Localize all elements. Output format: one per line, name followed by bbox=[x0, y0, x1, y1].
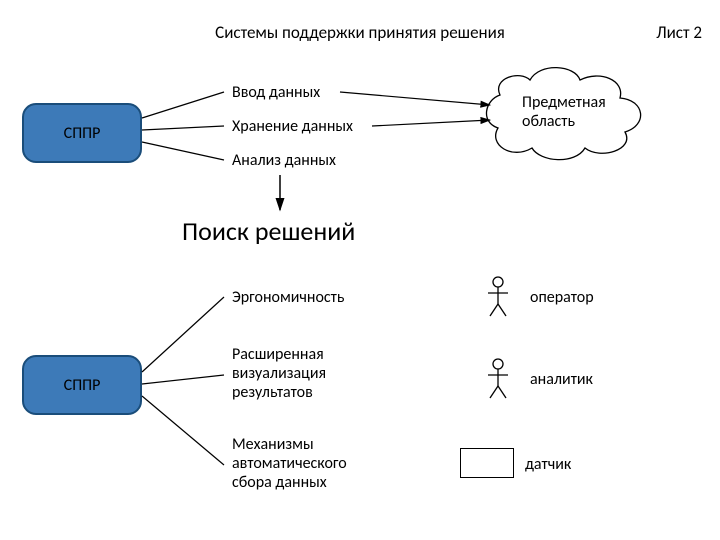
text-visualization: Расширенная визуализация результатов bbox=[232, 345, 326, 403]
domain-line1: Предметная bbox=[522, 93, 606, 112]
domain-line2: область bbox=[522, 112, 606, 131]
sensor-label: датчик bbox=[525, 455, 571, 474]
page-title: Системы поддержки принятия решения bbox=[0, 22, 720, 43]
analyst-label: аналитик bbox=[530, 370, 593, 389]
text-mechanisms-l1: Механизмы bbox=[232, 435, 347, 454]
text-mechanisms-l3: сбора данных bbox=[232, 473, 347, 492]
text-analysis-data: Анализ данных bbox=[232, 151, 336, 170]
text-visualization-l3: результатов bbox=[232, 383, 326, 402]
text-input-data: Ввод данных bbox=[232, 83, 320, 102]
text-storage-data: Хранение данных bbox=[232, 117, 353, 136]
sppr-box-bottom: СППР bbox=[22, 355, 142, 415]
diagram-lines bbox=[0, 0, 720, 540]
text-mechanisms-l2: автоматического bbox=[232, 454, 347, 473]
domain-cloud-text: Предметная область bbox=[522, 93, 606, 131]
sppr-label-bottom: СППР bbox=[64, 376, 101, 395]
text-visualization-l1: Расширенная bbox=[232, 345, 326, 364]
text-ergonomics: Эргономичность bbox=[232, 288, 344, 307]
analyst-icon bbox=[488, 359, 508, 398]
operator-icon bbox=[488, 277, 508, 316]
operator-label: оператор bbox=[530, 288, 594, 307]
sensor-box bbox=[460, 448, 514, 478]
search-heading: Поиск решений bbox=[182, 215, 355, 247]
sppr-label-top: СППР bbox=[64, 124, 101, 143]
page-number: Лист 2 bbox=[656, 22, 702, 43]
text-visualization-l2: визуализация bbox=[232, 364, 326, 383]
sppr-box-top: СППР bbox=[22, 103, 142, 163]
text-mechanisms: Механизмы автоматического сбора данных bbox=[232, 435, 347, 493]
